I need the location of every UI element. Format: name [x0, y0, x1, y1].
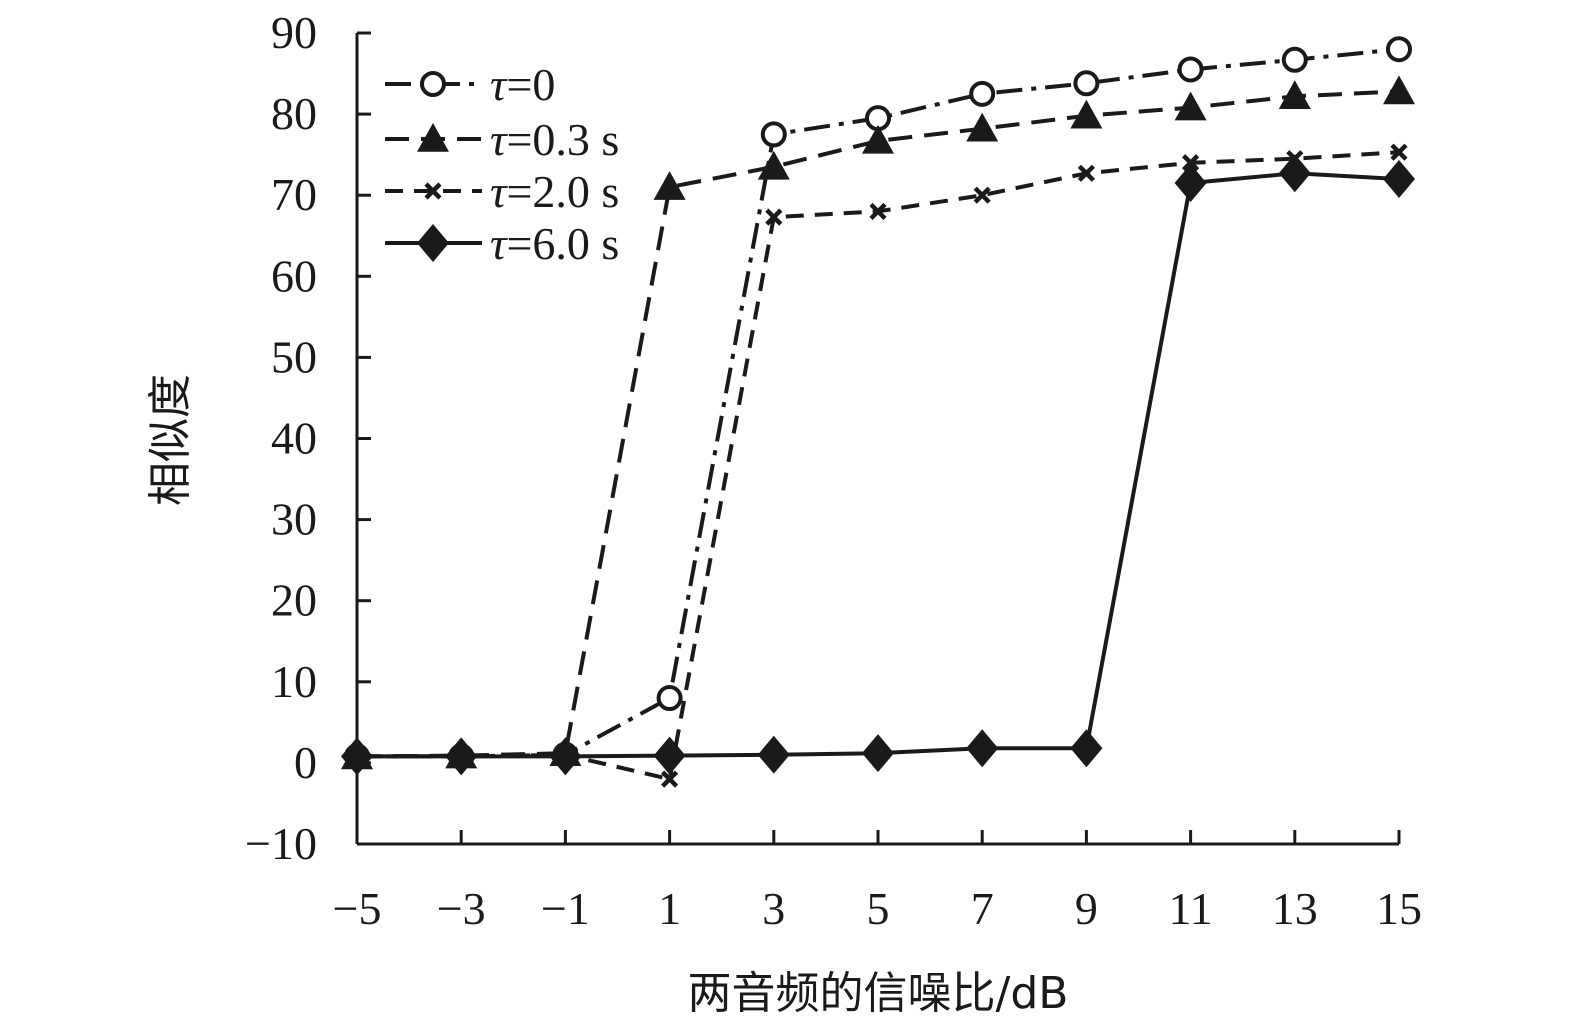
- marker-2-8: [1182, 154, 1200, 172]
- x-tick-label: −1: [541, 883, 590, 934]
- marker-0-3: [656, 685, 683, 712]
- y-tick-label: 20: [271, 575, 317, 626]
- y-tick-label: 10: [271, 656, 317, 707]
- legend-label: τ=2.0 s: [490, 166, 619, 217]
- y-tick-label: 30: [271, 494, 317, 545]
- marker-legend-1: [417, 123, 449, 152]
- legend-item-1: τ=0.3 s: [385, 114, 619, 165]
- marker-1-6: [966, 112, 999, 142]
- y-tick-label: 70: [271, 169, 317, 220]
- marker-legend-3: [417, 224, 449, 262]
- y-axis-label: 相似度: [145, 374, 196, 506]
- marker-2-5: [869, 202, 887, 221]
- marker-legend-2: [424, 182, 442, 200]
- legend: τ=0τ=0.3 sτ=2.0 sτ=6.0 s: [385, 59, 619, 269]
- y-tick-label: 0: [294, 737, 317, 788]
- marker-3-6: [966, 729, 999, 768]
- x-tick-label: 13: [1272, 883, 1318, 934]
- legend-label: τ=0: [490, 59, 555, 110]
- marker-2-10: [1390, 143, 1408, 161]
- x-tick-label: 7: [971, 883, 994, 934]
- y-tick-label: 90: [271, 7, 317, 58]
- legend-item-2: τ=2.0 s: [385, 166, 619, 217]
- marker-1-7: [1070, 99, 1103, 129]
- legend-label: τ=6.0 s: [490, 218, 619, 269]
- marker-1-3: [653, 171, 686, 200]
- marker-1-9: [1278, 80, 1311, 110]
- marker-3-10: [1383, 159, 1415, 198]
- x-tick-label: −3: [437, 883, 486, 934]
- marker-1-5: [862, 124, 894, 154]
- legend-label: τ=0.3 s: [490, 114, 619, 165]
- series-layer: [341, 36, 1415, 788]
- marker-0-8: [1177, 56, 1204, 83]
- marker-2-7: [1077, 164, 1095, 182]
- marker-2-4: [765, 208, 783, 226]
- marker-0-4: [760, 121, 787, 148]
- marker-3-7: [1070, 729, 1103, 768]
- marker-1-10: [1383, 75, 1415, 105]
- marker-3-9: [1278, 154, 1311, 193]
- series-line-1: [356, 89, 1400, 759]
- marker-3-1: [445, 737, 478, 776]
- marker-3-4: [757, 735, 790, 774]
- marker-3-0: [341, 737, 373, 776]
- y-tick-label: 60: [271, 250, 317, 301]
- marker-1-4: [757, 150, 790, 180]
- x-axis-label: 两音频的信噪比/dB: [688, 968, 1069, 1019]
- marker-0-7: [1073, 70, 1100, 97]
- marker-0-10: [1386, 36, 1412, 63]
- x-tick-label: 3: [762, 883, 785, 934]
- series-3: [341, 154, 1415, 776]
- x-tick-label: 5: [867, 883, 890, 934]
- x-tick-label: 1: [658, 883, 681, 934]
- marker-legend-0: [420, 71, 446, 97]
- marker-0-6: [969, 80, 996, 107]
- marker-3-8: [1174, 164, 1207, 203]
- marker-3-2: [549, 737, 582, 776]
- y-tick-label: 80: [271, 88, 317, 139]
- marker-2-3: [661, 770, 679, 788]
- marker-1-8: [1174, 91, 1207, 121]
- marker-3-3: [653, 736, 686, 775]
- x-tick-label: 9: [1075, 883, 1098, 934]
- x-tick-label: −5: [333, 883, 382, 934]
- legend-item-3: τ=6.0 s: [385, 218, 619, 269]
- y-tick-label: 40: [271, 413, 317, 464]
- marker-2-6: [973, 186, 991, 204]
- y-tick-label: −10: [245, 818, 317, 869]
- x-tick-label: 11: [1168, 883, 1212, 934]
- marker-3-5: [862, 734, 894, 773]
- y-tick-label: 50: [271, 331, 317, 382]
- legend-item-0: τ=0: [385, 59, 555, 110]
- x-tick-label: 15: [1376, 883, 1422, 934]
- marker-0-9: [1281, 46, 1308, 73]
